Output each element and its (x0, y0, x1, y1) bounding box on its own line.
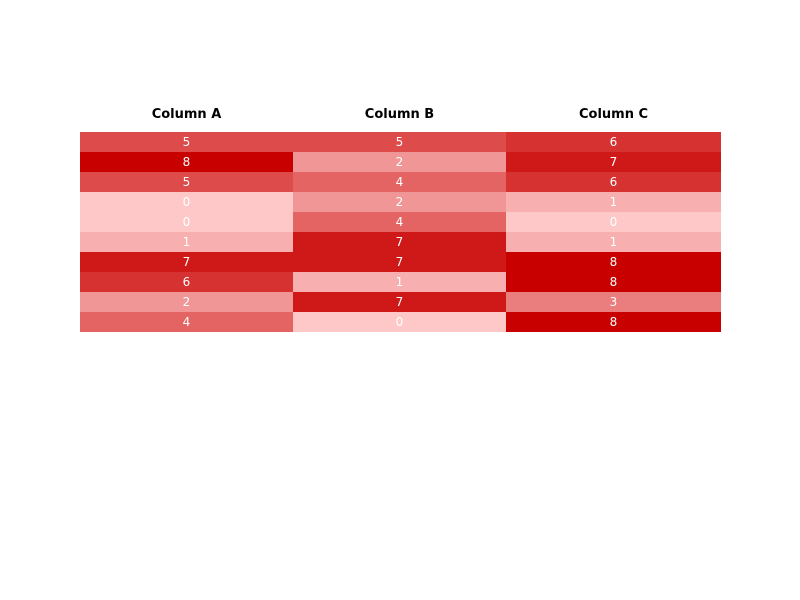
cell-r10-a: 4 (80, 312, 293, 332)
cell-r10-b: 0 (293, 312, 506, 332)
column-header-a: Column A (151, 107, 222, 122)
cell-r6-b: 7 (293, 232, 506, 252)
cell-r7-a: 7 (80, 252, 293, 272)
cell-r6-c: 1 (506, 232, 721, 252)
column-header-b: Column B (364, 107, 435, 122)
cell-r10-c: 8 (506, 312, 721, 332)
cell-r9-a: 2 (80, 292, 293, 312)
cell-r4-a: 0 (80, 192, 293, 212)
cell-r1-b: 5 (293, 132, 506, 152)
cell-r3-b: 4 (293, 172, 506, 192)
cell-r3-a: 5 (80, 172, 293, 192)
cell-r7-c: 8 (506, 252, 721, 272)
cell-r4-c: 1 (506, 192, 721, 212)
cell-r4-b: 2 (293, 192, 506, 212)
cell-r1-a: 5 (80, 132, 293, 152)
cell-r8-a: 6 (80, 272, 293, 292)
cell-r8-b: 1 (293, 272, 506, 292)
cell-r2-a: 8 (80, 152, 293, 172)
cell-r5-c: 0 (506, 212, 721, 232)
cell-r2-b: 2 (293, 152, 506, 172)
cell-r7-b: 7 (293, 252, 506, 272)
cell-r9-b: 7 (293, 292, 506, 312)
cell-r9-c: 3 (506, 292, 721, 312)
cell-r6-a: 1 (80, 232, 293, 252)
cell-r5-b: 4 (293, 212, 506, 232)
cell-r8-c: 8 (506, 272, 721, 292)
cell-r2-c: 7 (506, 152, 721, 172)
column-header-c: Column C (578, 107, 649, 122)
cell-r5-a: 0 (80, 212, 293, 232)
cell-r3-c: 6 (506, 172, 721, 192)
cell-r1-c: 6 (506, 132, 721, 152)
